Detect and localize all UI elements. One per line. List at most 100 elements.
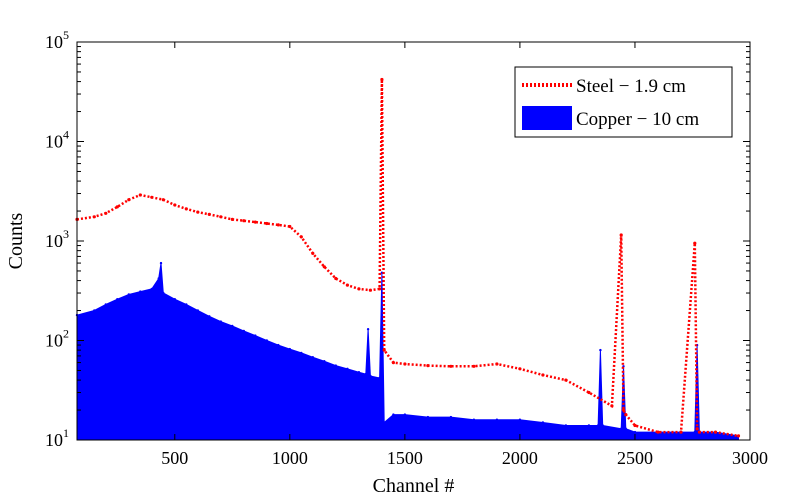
steel-point [357,287,361,291]
copper-series [75,261,740,441]
copper-point [346,367,349,370]
steel-point [207,212,211,216]
steel-point [693,241,697,245]
legend-steel-label: Steel − 1.9 cm [576,76,686,97]
copper-point [564,424,568,427]
y-tick-label: 104 [45,128,69,152]
x-tick-label: 1000 [272,448,308,468]
steel-point [587,390,591,395]
steel-point [161,198,165,202]
copper-point [601,424,604,427]
copper-point [242,329,245,333]
x-tick-label: 2000 [502,448,538,468]
steel-point [564,378,568,382]
copper-point [311,356,314,359]
steel-point [92,215,96,219]
copper-point [596,424,600,427]
copper-point [185,303,188,306]
legend-copper-label: Copper − 10 cm [576,109,699,130]
steel-point [276,223,280,227]
steel-point [380,77,384,82]
steel-point [621,408,626,412]
x-tick-label: 2500 [617,448,653,468]
steel-point [736,434,741,438]
copper-point [231,324,234,328]
steel-point [695,427,699,431]
steel-point [633,423,637,428]
copper-point [378,376,381,380]
steel-point [345,283,349,287]
copper-point [208,315,211,318]
steel-point [426,364,430,368]
copper-point [150,287,153,291]
y-tick-label: 101 [45,426,69,450]
steel-point [242,219,246,223]
copper-point [472,418,476,421]
copper-point [366,328,370,331]
steel-point [288,224,292,229]
copper-point [693,430,696,434]
copper-point [162,291,165,295]
steel-point [196,210,200,214]
steel-point [619,233,623,237]
steel-point [219,215,223,219]
copper-point [159,261,163,265]
steel-point [265,221,269,226]
y-axis: 101 102 103 104 105 [45,28,750,450]
x-tick-label: 3000 [732,448,768,468]
steel-point [115,205,119,209]
copper-point [599,348,602,352]
steel-point [391,361,395,365]
steel-point [382,348,386,352]
copper-point [277,343,280,347]
copper-point [518,418,522,421]
copper-point [139,290,142,293]
steel-point [311,251,315,255]
copper-point [254,334,257,337]
copper-point [300,351,303,355]
steel-point [230,217,234,221]
steel-point [253,220,257,224]
steel-point [449,364,453,368]
legend-copper-swatch [522,106,572,130]
steel-point [173,203,177,207]
copper-point [116,298,119,301]
copper-point [288,347,291,351]
steel-point [472,364,476,368]
copper-point [334,364,337,367]
steel-point [138,193,142,197]
steel-point [378,287,382,291]
copper-point [383,421,386,424]
steel-point [299,235,303,239]
steel-point [679,430,683,434]
steel-point [610,404,614,408]
copper-point [173,298,176,301]
copper-point [392,413,395,416]
steel-point [368,288,372,292]
copper-point [196,309,199,312]
copper-point [633,430,637,434]
x-axis-label: Channel # [373,475,455,497]
copper-point [449,415,453,419]
copper-point [157,277,160,280]
copper-point [323,360,326,363]
steel-point [624,413,628,417]
steel-point [518,367,522,371]
steel-point [184,207,188,211]
steel-point [495,362,499,366]
x-tick-label: 500 [161,448,188,468]
copper-point [104,303,108,306]
y-axis-label: Counts [5,212,27,269]
copper-point [127,293,130,296]
steel-point [322,265,326,269]
copper-point [620,427,623,430]
copper-point [265,339,268,342]
steel-series [75,77,741,438]
steel-point [150,195,154,199]
copper-area [76,263,740,441]
steel-point [403,362,407,366]
steel-point [713,430,718,434]
copper-point [93,309,96,312]
copper-point [357,371,361,374]
